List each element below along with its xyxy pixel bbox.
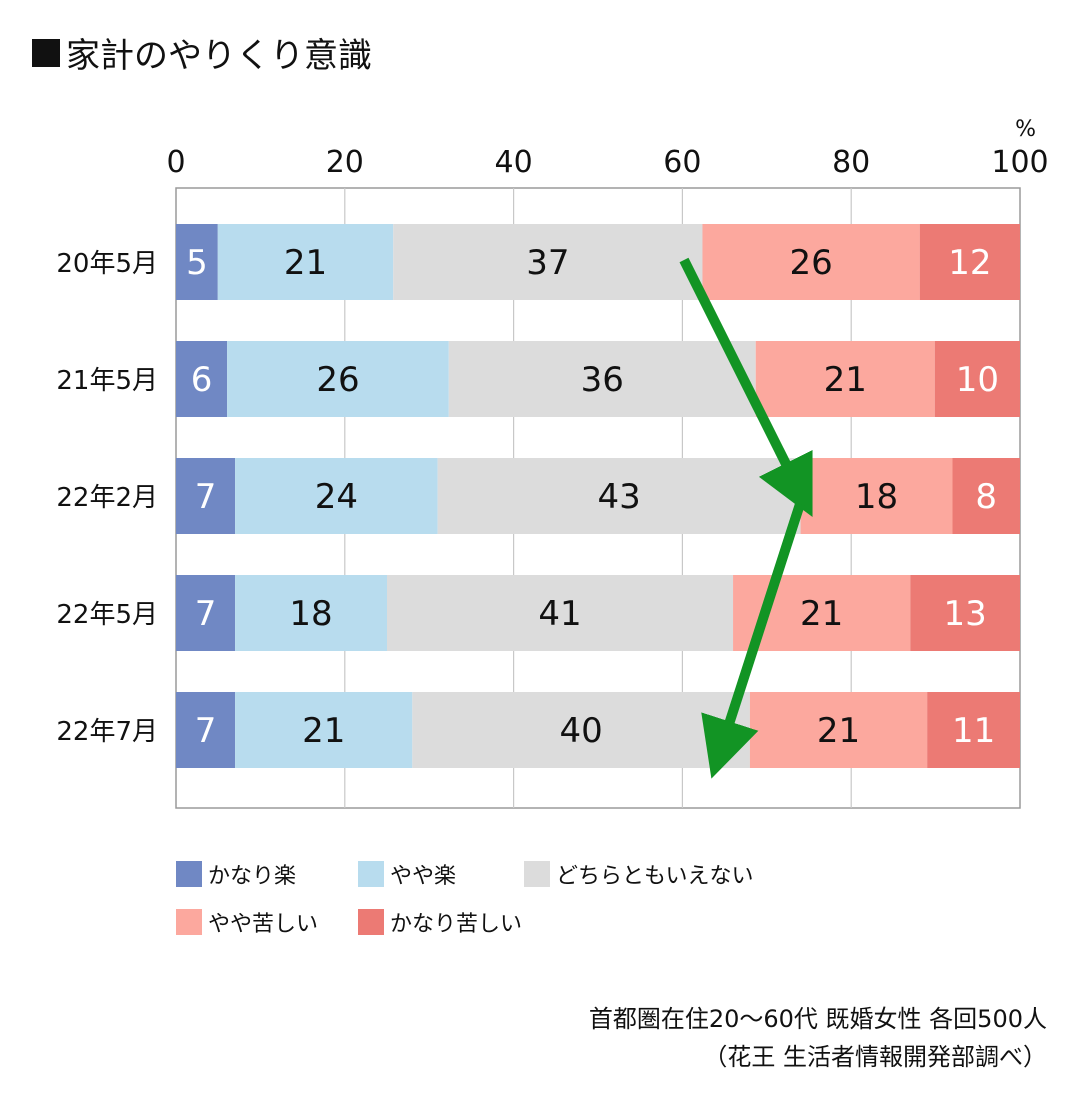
data-label: 40 [559,711,602,751]
bar-segment [927,692,1020,768]
data-label: 7 [195,594,217,634]
legend-swatch [524,861,550,887]
footnote: 首都圏在住20〜60代 既婚女性 各回500人 （花王 生活者情報開発部調べ） [589,1000,1047,1076]
legend-item-yaya-raku: やや楽 [358,858,456,890]
legend-label: やや楽 [390,864,457,889]
legend-label: かなり苦しい [390,912,523,937]
bar-segment [387,575,734,651]
bar-segment [755,341,935,417]
bar-segment [437,458,801,534]
legend-item-kanari-kurushii: かなり苦しい [358,906,522,938]
bar-segment [910,575,1020,651]
bar-segment [176,341,228,417]
bar-segment [176,224,218,300]
category-label: 22年5月 [56,600,158,630]
bar-segment [749,692,928,768]
bar-segment [702,224,920,300]
bar-segment [235,692,413,768]
legend-label: どちらともいえない [556,864,754,889]
category-label: 21年5月 [56,366,158,396]
data-label: 8 [975,477,997,517]
data-label: 26 [789,243,832,283]
trend-arrow [701,502,805,779]
data-label: 24 [315,477,358,517]
legend-label: やや苦しい [208,912,319,937]
bar-segment [235,575,387,651]
data-label: 21 [302,711,345,751]
x-tick-label: 40 [495,145,533,180]
square-bullet-icon [32,38,60,67]
category-label: 20年5月 [56,249,158,279]
bar-segment [227,341,449,417]
data-label: 5 [186,243,208,283]
bar-segment [176,692,236,768]
bar-segment [952,458,1020,534]
bar-segment [800,458,953,534]
data-label: 21 [800,594,843,634]
data-label: 11 [952,711,995,751]
bar-segment [412,692,750,768]
data-label: 7 [195,711,217,751]
data-label: 18 [289,594,332,634]
bar-segment [919,224,1020,300]
category-label: 22年7月 [56,717,158,747]
x-tick-label: 100 [991,145,1048,180]
legend-item-kanari-raku: かなり楽 [176,858,296,890]
data-label: 10 [956,360,999,400]
legend-swatch [358,861,384,887]
bar-segment [235,458,438,534]
data-label: 21 [824,360,867,400]
chart-title: 家計のやりくり意識 [66,36,372,76]
footnote-line-1: 首都圏在住20〜60代 既婚女性 各回500人 [588,1005,1047,1033]
chart-title-block: 家計のやりくり意識 [32,28,372,77]
legend-swatch [176,909,202,935]
bar-segment [393,224,703,300]
data-label: 13 [944,594,987,634]
data-label: 37 [526,243,569,283]
legend-item-yaya-kurushii: やや苦しい [176,906,318,938]
data-label: 18 [855,477,898,517]
data-label: 26 [316,360,359,400]
x-tick-label: 20 [326,145,364,180]
data-label: 6 [191,360,213,400]
x-tick-label: 80 [832,145,870,180]
legend-swatch [176,861,202,887]
data-label: 43 [597,477,640,517]
bar-segment [176,575,236,651]
footnote-line-2: （花王 生活者情報開発部調べ） [703,1043,1047,1071]
bar-segment [217,224,394,300]
data-label: 36 [581,360,624,400]
trend-arrow [679,257,813,518]
legend-swatch [358,909,384,935]
x-tick-label: 60 [663,145,701,180]
category-label: 22年2月 [56,483,158,513]
legend-item-dochira-tomo: どちらともいえない [524,858,754,890]
bar-segment [934,341,1020,417]
unit-label: % [1015,117,1036,142]
data-label: 7 [195,477,217,517]
legend-label: かなり楽 [208,864,297,889]
data-label: 21 [817,711,860,751]
bar-segment [176,458,236,534]
x-tick-label: 0 [166,145,185,180]
data-label: 21 [284,243,327,283]
data-label: 12 [948,243,991,283]
bar-segment [448,341,756,417]
data-label: 41 [538,594,581,634]
